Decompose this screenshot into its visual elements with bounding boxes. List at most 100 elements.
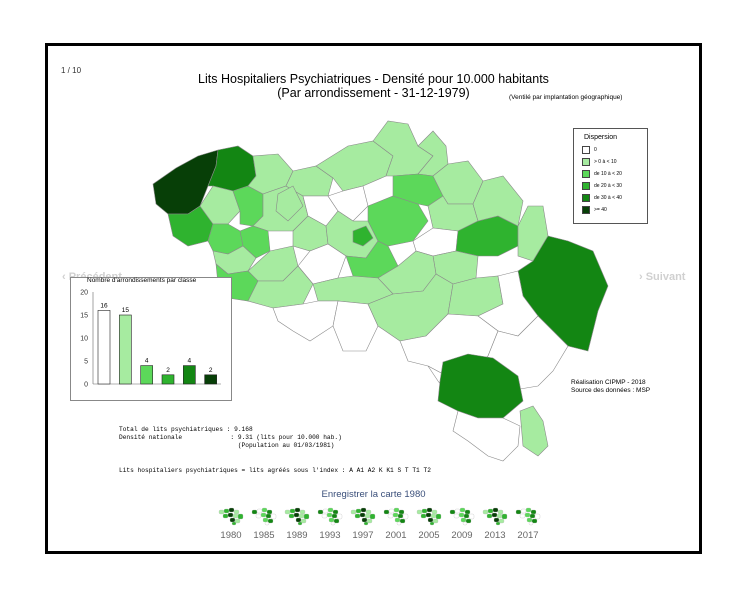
- year-label[interactable]: 1997: [352, 530, 374, 541]
- thumbnail-region: [416, 509, 423, 515]
- year-label[interactable]: 1993: [319, 530, 341, 541]
- thumbnail-region: [266, 509, 273, 515]
- total-beds: Total de lits psychiatriques : 9.168: [119, 426, 253, 433]
- thumbnail-region: [519, 513, 526, 519]
- thumbnail-region: [486, 513, 493, 519]
- thumbnail-region: [531, 518, 538, 524]
- thumbnail-region: [383, 509, 390, 515]
- legend-swatch: [582, 182, 590, 190]
- histogram-tick-label: 10: [80, 336, 88, 343]
- year-thumbnail[interactable]: [513, 505, 543, 526]
- year-thumbnail[interactable]: [447, 505, 477, 526]
- thumbnail-region: [326, 512, 333, 518]
- year-thumbnail[interactable]: [249, 505, 279, 526]
- thumbnail-region: [233, 509, 240, 515]
- thumbnail-region: [222, 513, 229, 519]
- map-title: Lits Hospitaliers Psychiatriques - Densi…: [198, 72, 549, 86]
- year-label[interactable]: 2017: [517, 530, 539, 541]
- year-thumbnail[interactable]: [216, 505, 246, 526]
- histogram-tick-label: 15: [80, 313, 88, 320]
- histogram-tick-label: 0: [84, 382, 88, 389]
- thumbnail-region: [394, 517, 401, 523]
- year-thumbnail[interactable]: [315, 505, 345, 526]
- histogram-chart: 0 5 10 15 20 16 15 4 2 4 2: [80, 290, 221, 389]
- thumbnail-region: [420, 513, 427, 519]
- thumbnail-region: [435, 513, 442, 520]
- thumbnail-region: [520, 508, 527, 514]
- year-label[interactable]: 1985: [253, 530, 275, 541]
- year-thumbnail[interactable]: [414, 505, 444, 526]
- district-virton: [452, 410, 521, 462]
- legend-label: de 20 à < 30: [594, 183, 622, 189]
- thumbnail-region: [260, 512, 267, 518]
- thumbnail-region: [458, 512, 465, 518]
- year-thumbnail[interactable]: [381, 505, 411, 526]
- thumbnail-region: [303, 513, 310, 520]
- year-label[interactable]: 1980: [220, 530, 242, 541]
- thumbnail-region: [530, 509, 537, 515]
- thumbnail-region: [454, 508, 461, 514]
- thumbnail-region: [270, 513, 277, 520]
- histogram-bar: [140, 365, 153, 385]
- histogram-bar: [204, 374, 217, 385]
- histogram-bar: [183, 365, 196, 385]
- thumbnail-region: [464, 509, 471, 515]
- year-label[interactable]: 2009: [451, 530, 473, 541]
- thumbnail-region: [492, 507, 499, 513]
- thumbnail-region: [234, 518, 241, 524]
- district-brussel: [352, 225, 374, 247]
- thumbnail-region: [364, 513, 371, 519]
- thumbnail-region: [487, 508, 494, 514]
- year-thumbnail[interactable]: [348, 505, 378, 526]
- legend-swatch: [582, 206, 590, 214]
- district-mons: [247, 265, 314, 309]
- thumbnail-region: [295, 517, 302, 523]
- histogram-panel: Nombre d'arrondissements par classe 0 5 10…: [70, 277, 232, 401]
- save-map-link[interactable]: Enregistrer la carte 1980: [321, 489, 426, 500]
- national-density: Densité nationale : 9.31 (lits pour 10.0…: [119, 434, 342, 441]
- next-button[interactable]: › Suivant: [639, 271, 686, 283]
- year-label[interactable]: 2013: [484, 530, 506, 541]
- thumbnail-region: [267, 518, 274, 524]
- year-thumbnail[interactable]: [282, 505, 312, 526]
- year-label[interactable]: 2005: [418, 530, 440, 541]
- thumbnail-region: [231, 521, 237, 526]
- thumbnail-region: [387, 513, 394, 519]
- thumbnail-region: [498, 518, 505, 524]
- thumbnail-region: [493, 517, 500, 523]
- legend-swatch: [582, 170, 590, 178]
- thumbnail-region: [526, 517, 533, 523]
- thumbnail-region: [223, 508, 230, 514]
- thumbnail-region: [497, 509, 504, 515]
- thumbnail-region: [256, 508, 263, 514]
- thumbnail-region: [317, 509, 324, 515]
- legend-label: >= 40: [594, 207, 607, 213]
- legend-swatch: [582, 146, 590, 154]
- thumbnail-region: [264, 521, 270, 526]
- year-thumbnail[interactable]: [480, 505, 510, 526]
- thumbnail-region: [449, 509, 456, 515]
- credit-source: Source des données : MSP: [571, 387, 651, 394]
- year-label[interactable]: 2001: [385, 530, 407, 541]
- thumbnail-region: [321, 513, 328, 519]
- year-label[interactable]: 1989: [286, 530, 308, 541]
- thumbnail-region: [396, 521, 402, 526]
- thumbnail-region: [251, 509, 258, 515]
- legend-label: 0: [594, 147, 597, 153]
- thumbnail-region: [429, 521, 435, 526]
- thumbnail-region: [365, 509, 372, 515]
- thumbnail-region: [261, 507, 268, 513]
- thumbnail-region: [491, 512, 498, 518]
- thumbnail-region: [297, 521, 303, 526]
- thumbnail-region: [360, 507, 367, 513]
- thumbnail-region: [534, 513, 541, 520]
- thumbnail-region: [322, 508, 329, 514]
- map-subtitle: (Par arrondissement - 31-12-1979): [277, 86, 470, 100]
- thumbnail-region: [402, 513, 409, 520]
- thumbnail-region: [495, 521, 501, 526]
- year-thumbnails: [216, 505, 546, 527]
- thumbnail-region: [525, 507, 532, 513]
- thumbnail-region: [333, 518, 340, 524]
- thumbnail-region: [350, 509, 357, 515]
- thumbnail-region: [331, 513, 338, 519]
